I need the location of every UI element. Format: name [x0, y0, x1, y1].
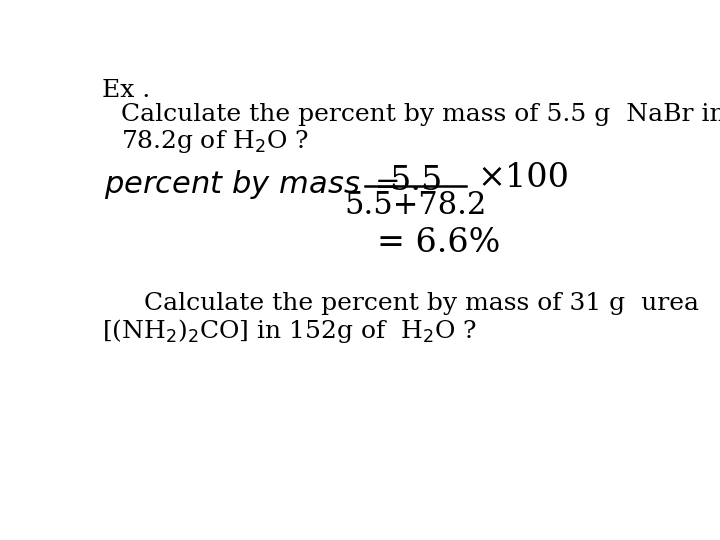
Text: [(NH$_2$)$_2$CO] in 152g of  H$_2$O ?: [(NH$_2$)$_2$CO] in 152g of H$_2$O ? — [102, 316, 477, 345]
Text: 5.5+78.2: 5.5+78.2 — [344, 190, 487, 221]
Text: Calculate the percent by mass of 5.5 g  NaBr in: Calculate the percent by mass of 5.5 g N… — [121, 103, 720, 126]
Text: ×100: ×100 — [477, 162, 570, 194]
Text: 5.5: 5.5 — [389, 165, 442, 197]
Text: Calculate the percent by mass of 31 g  urea: Calculate the percent by mass of 31 g ur… — [144, 292, 699, 315]
Text: Ex .: Ex . — [102, 79, 150, 102]
Text: 78.2g of H$_2$O ?: 78.2g of H$_2$O ? — [121, 128, 309, 155]
Text: $\it{percent\ by\ mass}\ =$: $\it{percent\ by\ mass}\ =$ — [104, 167, 399, 201]
Text: = 6.6%: = 6.6% — [377, 226, 500, 259]
